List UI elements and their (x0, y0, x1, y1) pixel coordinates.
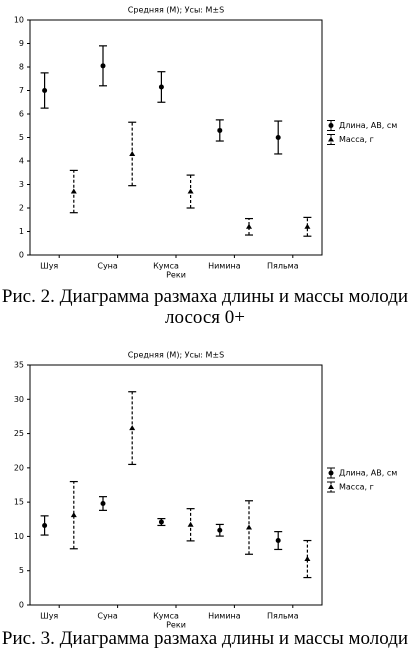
error-bar (69, 480, 78, 550)
legend-label: Масса, г (339, 483, 374, 492)
caption: Рис. 2. Диаграмма размаха длины и массы … (1, 286, 409, 328)
mean-marker (129, 425, 136, 431)
y-tick-label: 35 (14, 361, 24, 370)
y-tick-label: 10 (14, 16, 24, 25)
legend-marker (328, 470, 334, 476)
legend-marker (328, 123, 334, 128)
mean-marker (275, 135, 281, 140)
y-tick-label: 0 (19, 601, 24, 610)
y-tick-label: 9 (19, 39, 24, 48)
mean-marker (187, 521, 194, 527)
mean-marker (304, 556, 311, 562)
mean-marker (42, 522, 48, 528)
x-tick-label: Нимина (208, 612, 241, 621)
chart-title: Средняя (M); Усы: M±S (128, 6, 224, 15)
legend-label: Масса, г (339, 135, 374, 144)
x-tick-label: Пяльма (267, 612, 299, 621)
x-tick-label: Кумса (153, 262, 179, 271)
caption: Рис. 3. Диаграмма размаха длины и массы … (1, 628, 409, 649)
error-bar (303, 216, 312, 237)
mean-marker (246, 524, 252, 530)
y-tick-label: 30 (14, 395, 24, 404)
y-tick-label: 25 (14, 429, 24, 438)
mean-marker (217, 527, 223, 533)
y-tick-label: 7 (19, 86, 24, 95)
legend-label: Длина, АВ, см (339, 121, 397, 130)
x-tick-label: Пяльма (267, 262, 299, 271)
mean-marker (100, 63, 106, 69)
x-axis-label: Реки (166, 621, 186, 630)
x-tick-label: Шуя (40, 262, 58, 271)
chart: Средняя (M); Усы: M±S 0 5 10 15 20 25 30 35 Шуя Су… (14, 351, 397, 630)
y-tick-label: 15 (14, 498, 24, 507)
y-tick-label: 2 (19, 204, 24, 213)
x-tick-label: Шуя (40, 612, 58, 621)
x-axis-label: Реки (166, 271, 186, 280)
mean-marker (304, 223, 311, 229)
plot-frame (29, 364, 323, 606)
y-tick-label: 5 (19, 566, 24, 575)
x-tick-label: Суна (97, 612, 118, 621)
y-tick-label: 3 (19, 180, 24, 189)
y-tick-label: 1 (19, 227, 24, 236)
y-tick-label: 20 (14, 463, 24, 472)
y-tick-label: 4 (19, 157, 24, 166)
chart: Средняя (M); Усы: M±S 0 1 2 3 4 5 6 7 8 9 10 Шуя Суна… (14, 6, 397, 280)
y-tick-label: 6 (19, 110, 24, 119)
x-tick-label: Кумса (153, 612, 179, 621)
x-tick-label: Суна (97, 262, 118, 271)
mean-marker (217, 127, 223, 133)
legend-label: Длина, АВ, см (339, 469, 397, 478)
mean-marker (70, 188, 77, 194)
mean-marker (70, 512, 77, 518)
error-bar (303, 539, 312, 579)
error-bar (245, 217, 253, 236)
legend-marker (328, 484, 334, 489)
mean-marker (100, 501, 106, 507)
legend-marker (328, 136, 334, 142)
mean-marker (187, 188, 194, 194)
y-tick-label: 0 (19, 251, 24, 260)
chart-title: Средняя (M); Усы: M±S (128, 351, 224, 360)
mean-marker (158, 519, 164, 525)
mean-marker (129, 150, 136, 156)
mean-marker (42, 88, 48, 93)
y-tick-label: 5 (19, 133, 24, 142)
mean-marker (246, 223, 252, 229)
y-tick-label: 10 (14, 532, 24, 541)
y-tick-label: 8 (19, 63, 24, 72)
mean-marker (158, 84, 164, 90)
x-tick-label: Нимина (208, 262, 241, 271)
mean-marker (275, 538, 281, 544)
